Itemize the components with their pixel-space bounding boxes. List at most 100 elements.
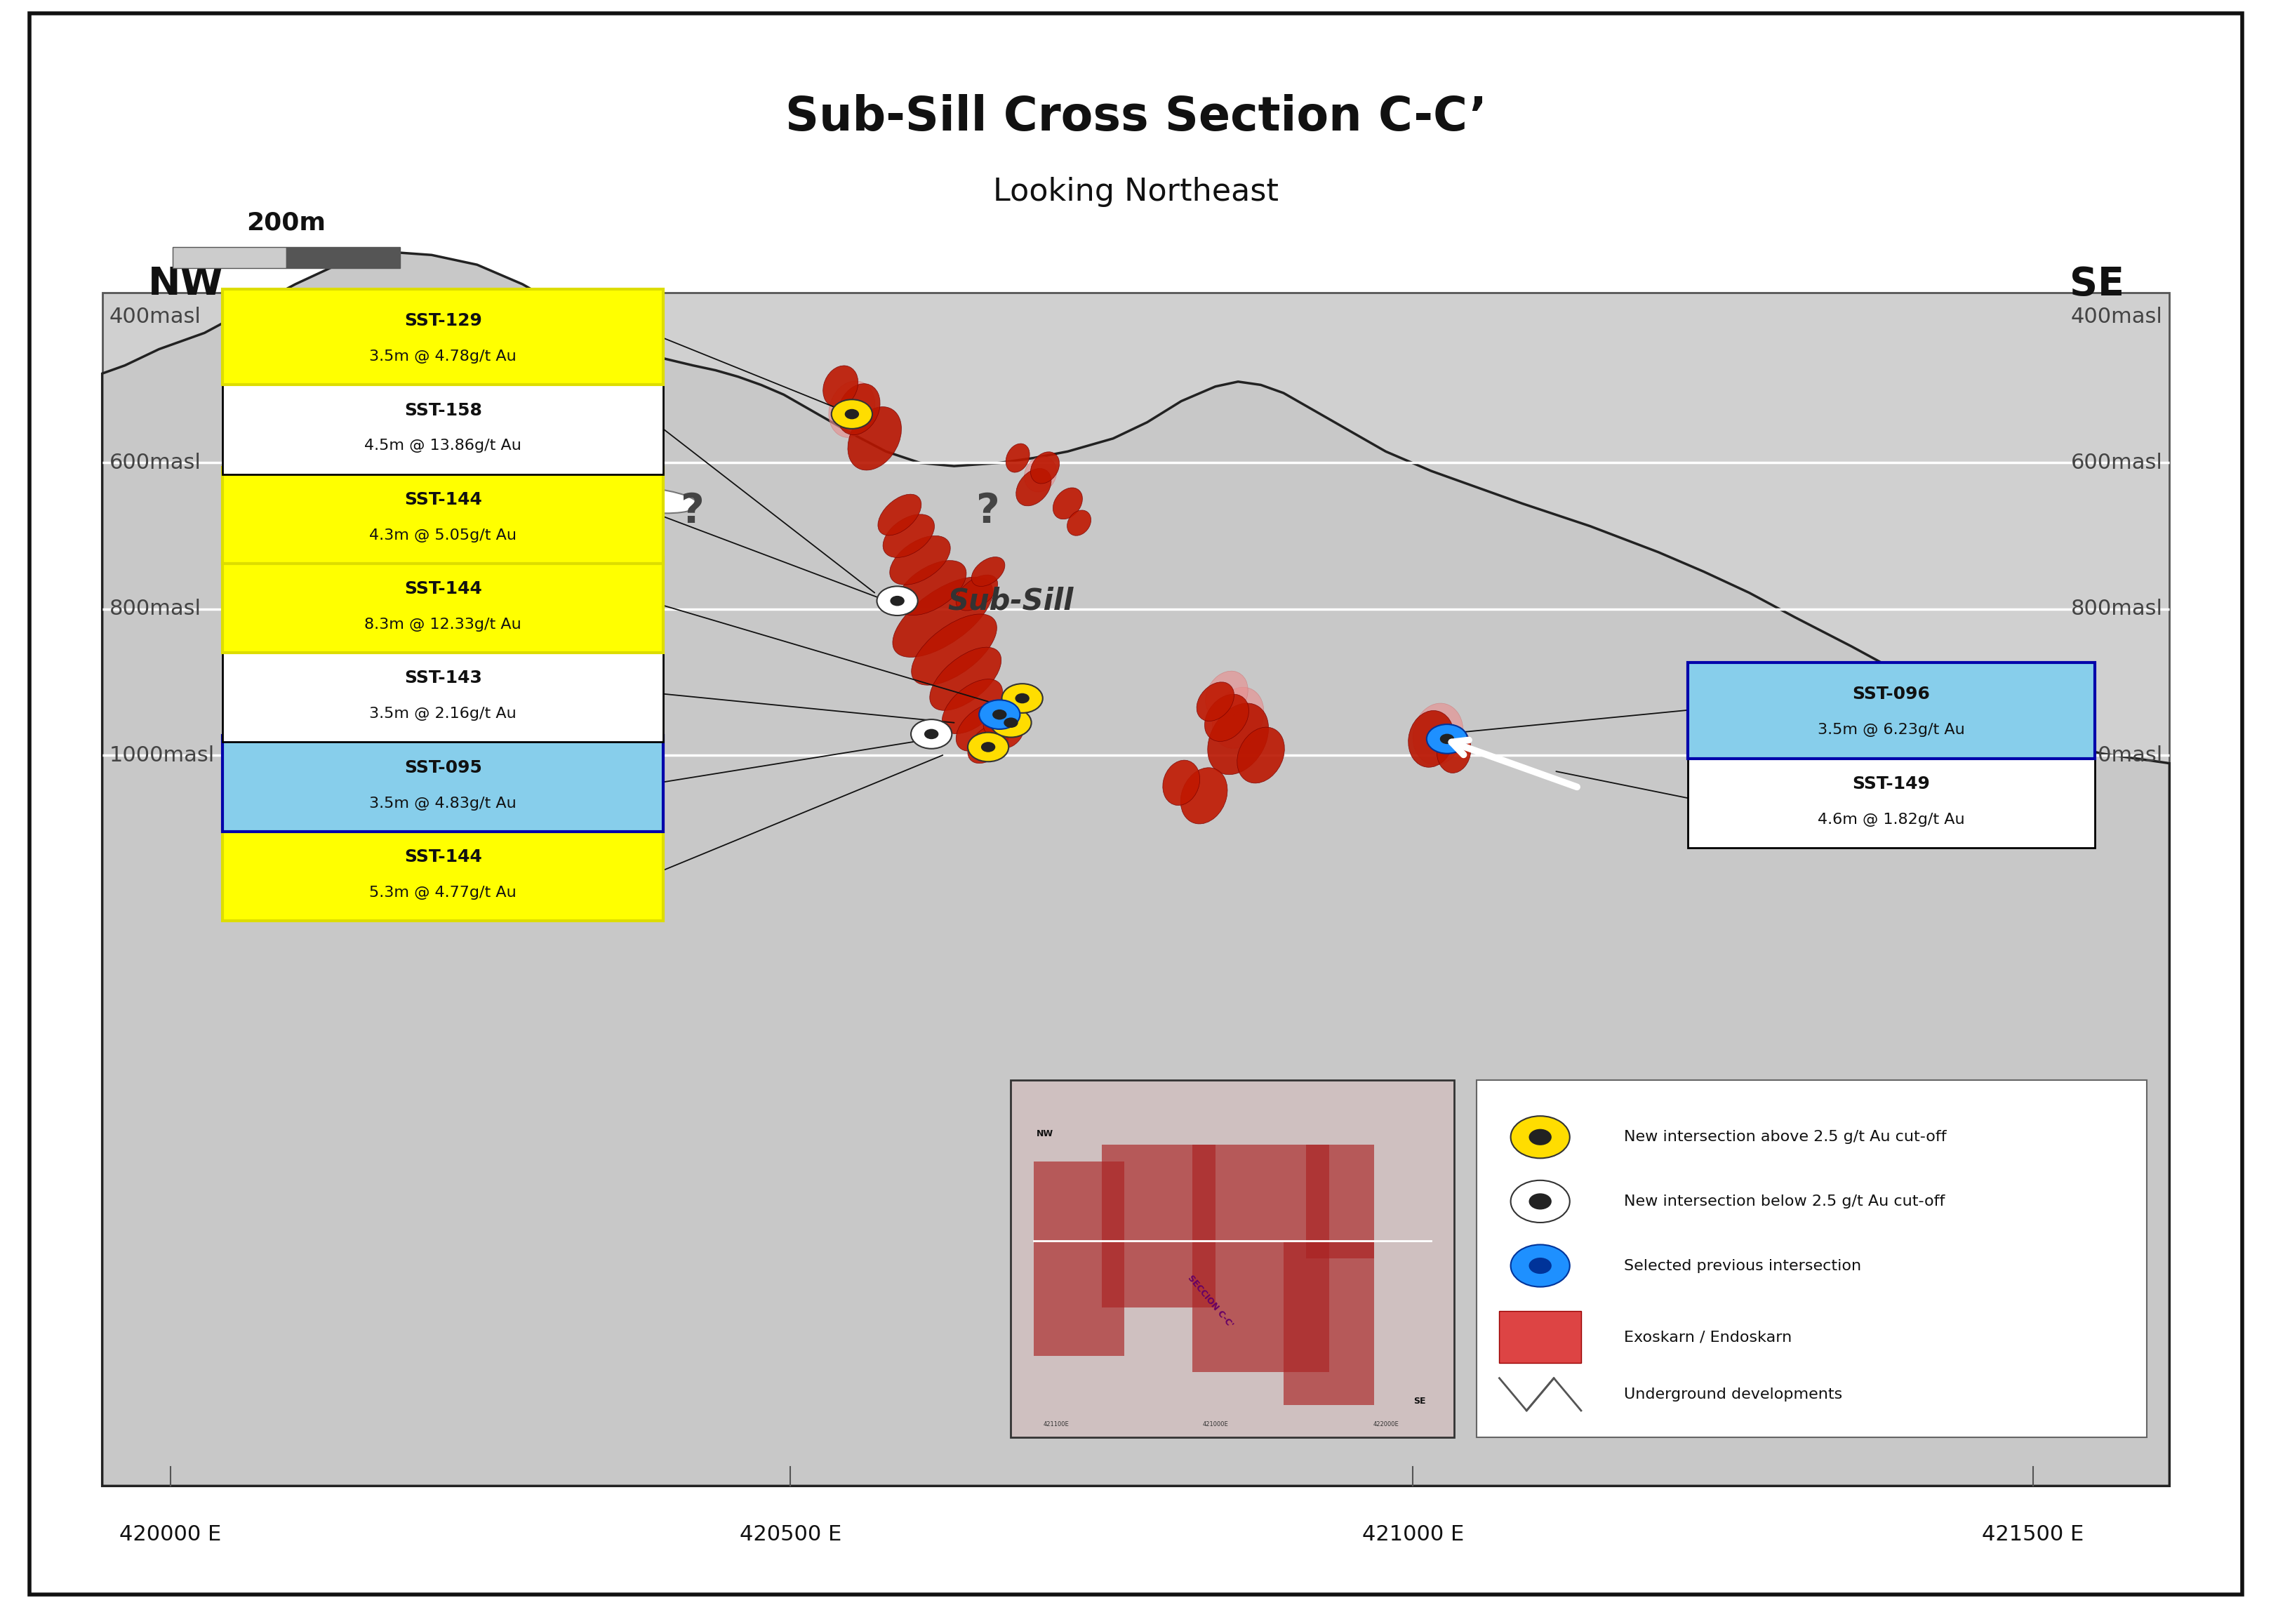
- FancyBboxPatch shape: [1687, 752, 2094, 848]
- Ellipse shape: [1163, 760, 1199, 806]
- Text: 800masl: 800masl: [2071, 599, 2162, 619]
- Circle shape: [1015, 693, 1029, 703]
- Circle shape: [911, 719, 952, 749]
- Text: SST-158: SST-158: [404, 401, 481, 419]
- Polygon shape: [102, 252, 2169, 1486]
- Circle shape: [1528, 1129, 1551, 1145]
- FancyBboxPatch shape: [102, 292, 2169, 1486]
- Ellipse shape: [1204, 693, 1249, 742]
- Text: SST-095: SST-095: [404, 758, 481, 776]
- Text: SST-129: SST-129: [404, 312, 481, 330]
- Text: SECCION C-C': SECCION C-C': [1185, 1273, 1235, 1330]
- Circle shape: [1510, 1116, 1569, 1158]
- Text: Sub-Sill: Sub-Sill: [947, 586, 1074, 615]
- FancyBboxPatch shape: [223, 646, 663, 742]
- Ellipse shape: [822, 365, 858, 408]
- Text: NW: NW: [148, 265, 223, 304]
- Circle shape: [967, 732, 1008, 762]
- FancyBboxPatch shape: [1476, 1080, 2146, 1437]
- Text: ?: ?: [977, 492, 999, 531]
- FancyBboxPatch shape: [223, 825, 663, 921]
- Bar: [1101, 1145, 1215, 1307]
- Ellipse shape: [838, 383, 879, 435]
- Ellipse shape: [942, 679, 1002, 734]
- Text: 421000E: 421000E: [1201, 1421, 1229, 1427]
- FancyBboxPatch shape: [1499, 1311, 1581, 1363]
- FancyBboxPatch shape: [223, 289, 663, 385]
- Circle shape: [1528, 1194, 1551, 1210]
- FancyBboxPatch shape: [223, 557, 663, 653]
- Text: 421000 E: 421000 E: [1363, 1525, 1463, 1544]
- Text: SST-144: SST-144: [404, 490, 481, 508]
- Ellipse shape: [1206, 671, 1247, 719]
- Ellipse shape: [1413, 703, 1463, 765]
- Circle shape: [1528, 1257, 1551, 1273]
- FancyBboxPatch shape: [223, 468, 663, 564]
- Text: SST-149: SST-149: [1851, 775, 1930, 793]
- Circle shape: [1426, 724, 1467, 754]
- Ellipse shape: [847, 406, 902, 471]
- Text: 420500 E: 420500 E: [740, 1525, 840, 1544]
- Text: Selected previous intersection: Selected previous intersection: [1624, 1259, 1860, 1273]
- Circle shape: [981, 742, 995, 752]
- Text: 421100E: 421100E: [1042, 1421, 1070, 1427]
- Text: 4.5m @ 13.86g/t Au: 4.5m @ 13.86g/t Au: [363, 438, 522, 453]
- Text: SST-096: SST-096: [1851, 685, 1930, 703]
- Circle shape: [890, 596, 904, 606]
- Text: SE: SE: [2069, 265, 2123, 304]
- Text: 422000E: 422000E: [1372, 1421, 1399, 1427]
- Ellipse shape: [1197, 682, 1233, 721]
- Bar: [1192, 1145, 1329, 1372]
- Text: 600masl: 600masl: [109, 453, 200, 473]
- FancyBboxPatch shape: [1687, 663, 2094, 758]
- Ellipse shape: [929, 648, 1002, 710]
- Text: Looking Northeast: Looking Northeast: [992, 177, 1279, 206]
- Circle shape: [1510, 1244, 1569, 1286]
- Ellipse shape: [1067, 510, 1090, 536]
- Circle shape: [979, 700, 1020, 729]
- Text: 4.6m @ 1.82g/t Au: 4.6m @ 1.82g/t Au: [1817, 812, 1964, 827]
- FancyBboxPatch shape: [223, 736, 663, 831]
- Text: 1000masl: 1000masl: [109, 745, 213, 765]
- Text: 420000 E: 420000 E: [120, 1525, 220, 1544]
- Ellipse shape: [1006, 443, 1029, 473]
- Circle shape: [1510, 1181, 1569, 1223]
- Circle shape: [924, 729, 938, 739]
- Text: SST-144: SST-144: [404, 580, 481, 598]
- Text: 3.5m @ 6.23g/t Au: 3.5m @ 6.23g/t Au: [1817, 723, 1964, 737]
- Ellipse shape: [1015, 468, 1051, 507]
- Ellipse shape: [956, 703, 1006, 752]
- Text: 4.3m @ 5.05g/t Au: 4.3m @ 5.05g/t Au: [370, 528, 516, 542]
- Ellipse shape: [890, 536, 949, 585]
- Ellipse shape: [829, 382, 874, 437]
- Ellipse shape: [1054, 487, 1081, 520]
- Ellipse shape: [972, 557, 1004, 586]
- Ellipse shape: [1408, 711, 1453, 767]
- FancyBboxPatch shape: [1011, 1080, 1453, 1437]
- Text: 3.5m @ 2.16g/t Au: 3.5m @ 2.16g/t Au: [370, 706, 516, 721]
- FancyBboxPatch shape: [223, 378, 663, 474]
- Bar: [1033, 1161, 1124, 1356]
- Text: 200m: 200m: [248, 211, 325, 234]
- Ellipse shape: [1238, 728, 1283, 783]
- Circle shape: [992, 710, 1006, 719]
- Circle shape: [877, 586, 917, 615]
- Text: 3.5m @ 4.78g/t Au: 3.5m @ 4.78g/t Au: [370, 349, 516, 364]
- FancyBboxPatch shape: [30, 13, 2241, 1595]
- Text: 8.3m @ 12.33g/t Au: 8.3m @ 12.33g/t Au: [363, 617, 522, 632]
- Bar: [286, 247, 400, 268]
- Circle shape: [990, 708, 1031, 737]
- Ellipse shape: [893, 577, 992, 658]
- Text: NW: NW: [1036, 1129, 1054, 1138]
- Ellipse shape: [1208, 703, 1267, 775]
- Text: 421500 E: 421500 E: [1983, 1525, 2083, 1544]
- Ellipse shape: [1024, 456, 1056, 492]
- Circle shape: [831, 400, 872, 429]
- Ellipse shape: [967, 724, 1008, 763]
- Text: 400masl: 400masl: [109, 307, 200, 326]
- Text: SST-144: SST-144: [404, 848, 481, 866]
- Bar: [1306, 1145, 1374, 1259]
- Ellipse shape: [1435, 728, 1472, 773]
- Text: 5.3m @ 4.77g/t Au: 5.3m @ 4.77g/t Au: [370, 885, 516, 900]
- Ellipse shape: [897, 560, 965, 615]
